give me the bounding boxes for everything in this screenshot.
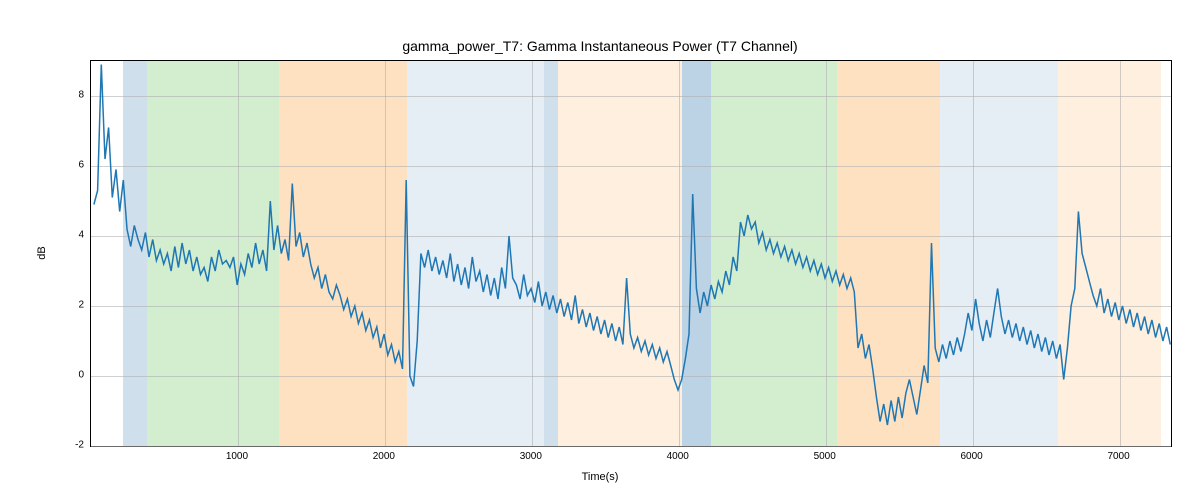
y-tick-label: 0 [54,370,84,381]
plot-area [90,60,1172,447]
figure: gamma_power_T7: Gamma Instantaneous Powe… [0,0,1200,500]
x-tick-label: 5000 [814,451,836,462]
x-tick-label: 3000 [520,451,542,462]
y-tick-label: 2 [54,300,84,311]
gamma-power-line [94,65,1170,426]
x-axis-label: Time(s) [0,471,1200,483]
y-tick-label: 4 [54,230,84,241]
x-tick-label: 6000 [961,451,983,462]
x-tick-label: 4000 [667,451,689,462]
chart-title: gamma_power_T7: Gamma Instantaneous Powe… [0,38,1200,54]
y-tick-label: 8 [54,90,84,101]
y-tick-label: 6 [54,160,84,171]
line-layer [91,61,1171,446]
y-tick-label: -2 [54,440,84,451]
x-tick-label: 7000 [1107,451,1129,462]
x-tick-label: 2000 [373,451,395,462]
y-gridline [91,446,1171,447]
x-tick-label: 1000 [226,451,248,462]
y-axis-label: dB [36,246,48,259]
